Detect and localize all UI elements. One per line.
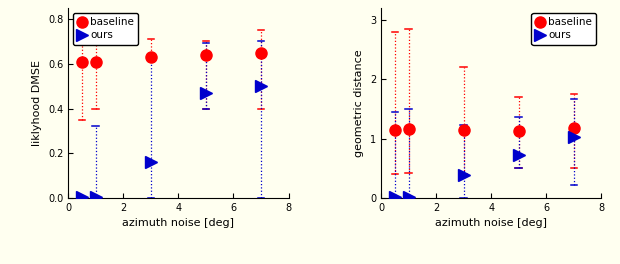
Legend: baseline, ours: baseline, ours bbox=[531, 13, 596, 45]
Y-axis label: geometric distance: geometric distance bbox=[355, 49, 365, 157]
X-axis label: azimuth noise [deg]: azimuth noise [deg] bbox=[435, 218, 547, 228]
Y-axis label: liklyhood DMSE: liklyhood DMSE bbox=[32, 60, 42, 146]
Legend: baseline, ours: baseline, ours bbox=[73, 13, 138, 45]
X-axis label: azimuth noise [deg]: azimuth noise [deg] bbox=[122, 218, 234, 228]
